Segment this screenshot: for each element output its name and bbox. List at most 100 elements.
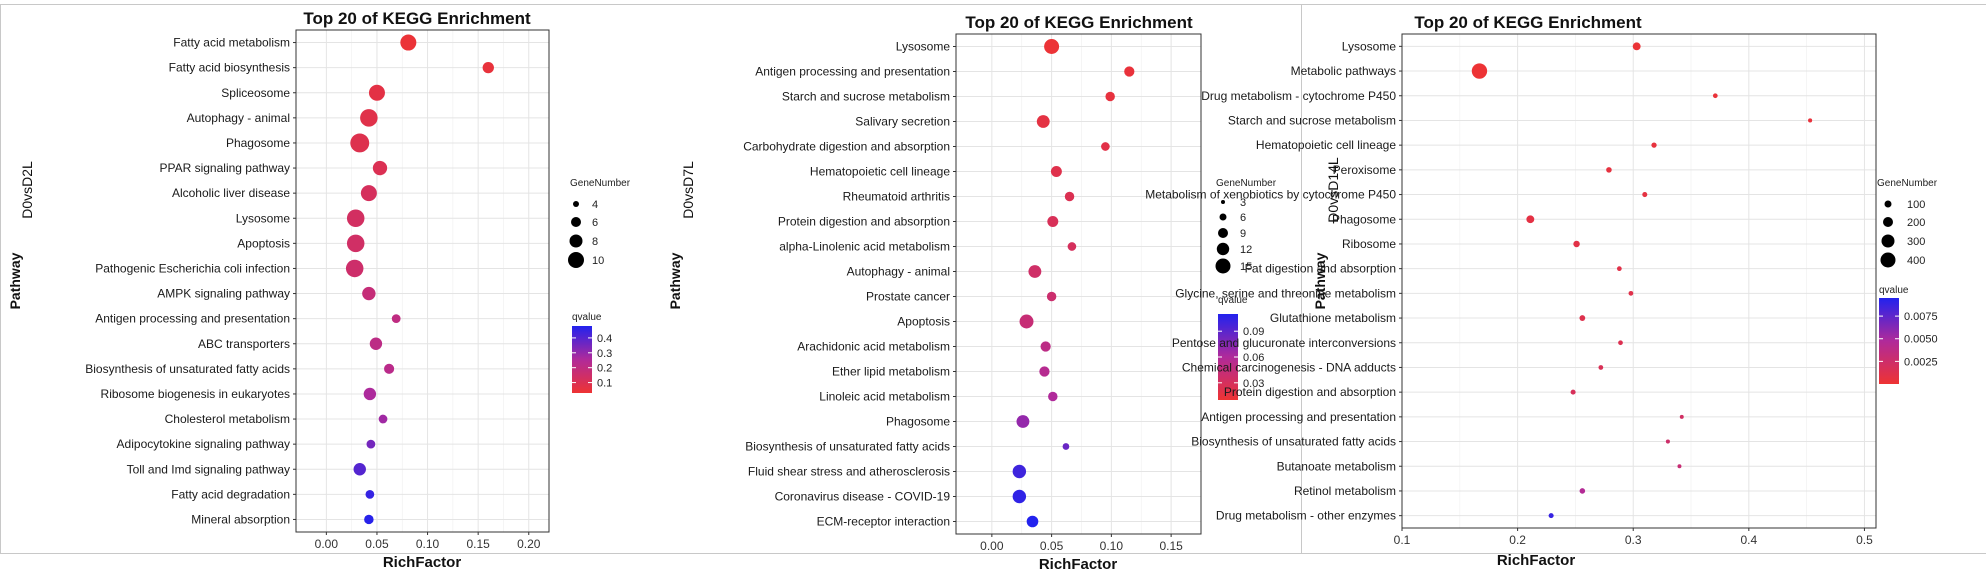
- data-point: [1618, 340, 1623, 346]
- x-tick-label: 0.5: [1856, 533, 1873, 547]
- x-tick-label: 0.05: [365, 537, 389, 551]
- size-legend-dot: [1881, 234, 1895, 248]
- pathway-label: Antigen processing and presentation: [95, 312, 290, 326]
- data-point: [1471, 63, 1488, 79]
- pathway-label: Butanoate metabolism: [1277, 459, 1396, 473]
- pathway-label: Protein digestion and absorption: [1224, 385, 1396, 399]
- chart-title: Top 20 of KEGG Enrichment: [303, 9, 531, 28]
- pathway-label: Lysosome: [896, 40, 951, 54]
- x-tick-label: 0.15: [1159, 539, 1183, 553]
- color-legend-label: 0.0075: [1904, 311, 1938, 323]
- size-legend-label: 9: [1240, 228, 1246, 240]
- data-point: [363, 387, 377, 401]
- size-legend-label: 300: [1907, 236, 1925, 248]
- pathway-label: Antigen processing and presentation: [755, 65, 950, 79]
- x-tick-label: 0.2: [1509, 533, 1526, 547]
- data-point: [1548, 513, 1554, 519]
- color-legend-label: 0.0050: [1904, 334, 1938, 346]
- pathway-label: Hematopoietic cell lineage: [1256, 138, 1396, 152]
- x-tick-label: 0.00: [315, 537, 339, 551]
- data-point: [400, 34, 417, 51]
- data-point: [1642, 192, 1648, 198]
- size-legend-label: 6: [1240, 212, 1246, 224]
- plot-background: [1402, 34, 1876, 528]
- data-point: [1616, 266, 1622, 272]
- color-legend-label: 0.2: [597, 363, 612, 375]
- pathway-label: Autophagy - animal: [847, 265, 950, 279]
- pathway-label: Chemical carcinogenesis - DNA adducts: [1182, 360, 1396, 374]
- pathway-label: Glutathione metabolism: [1270, 311, 1396, 325]
- data-point: [366, 439, 376, 449]
- color-legend-bar: [1879, 298, 1899, 384]
- kegg-panel-1: Fatty acid metabolism Fatty acid biosynth…: [7, 9, 631, 571]
- data-point: [1570, 389, 1576, 395]
- data-point: [1048, 391, 1058, 402]
- data-point: [1101, 142, 1110, 151]
- pathway-label: Fatty acid metabolism: [173, 36, 290, 50]
- data-point: [360, 109, 378, 127]
- kegg-panel-2: Lysosome Antigen processing and presentat…: [667, 13, 1277, 573]
- data-point: [1040, 341, 1051, 352]
- pathway-label: Biosynthesis of unsaturated fatty acids: [85, 362, 290, 376]
- data-point: [365, 489, 375, 499]
- size-legend-label: 6: [592, 217, 598, 229]
- data-point: [1573, 240, 1580, 248]
- data-point: [1026, 515, 1039, 528]
- x-tick-label: 0.10: [1100, 539, 1124, 553]
- pathway-label: ABC transporters: [198, 337, 290, 351]
- pathway-label: Apoptosis: [237, 236, 290, 250]
- data-point: [345, 259, 364, 278]
- pathway-label: Starch and sucrose metabolism: [1228, 113, 1396, 127]
- pathway-label: Alcoholic liver disease: [172, 186, 290, 200]
- size-legend-dot: [569, 234, 583, 248]
- color-legend-label: 0.0025: [1904, 356, 1938, 368]
- size-legend-dot: [1880, 252, 1896, 268]
- size-legend-dot: [573, 201, 579, 207]
- pathway-label: Retinol metabolism: [1294, 484, 1396, 498]
- data-point: [346, 209, 365, 228]
- size-legend-title: GeneNumber: [1877, 178, 1938, 189]
- pathway-label: Hematopoietic cell lineage: [810, 165, 950, 179]
- pathway-label: Carbohydrate digestion and absorption: [743, 140, 950, 154]
- pathway-label: Autophagy - animal: [187, 111, 290, 125]
- data-point: [364, 514, 374, 525]
- data-point: [1579, 315, 1586, 321]
- data-point: [1579, 488, 1586, 494]
- data-point: [1105, 91, 1115, 102]
- pathway-label: Protein digestion and absorption: [778, 215, 950, 229]
- data-point: [1632, 42, 1641, 51]
- data-point: [1606, 167, 1612, 173]
- y-axis-label: Pathway: [1312, 252, 1328, 309]
- data-point: [362, 286, 376, 301]
- pathway-label: Peroxisome: [1333, 163, 1397, 177]
- size-legend-title: GeneNumber: [570, 178, 631, 189]
- comparison-label: D0vsD14L: [1325, 157, 1341, 223]
- size-legend-dot: [1219, 213, 1227, 221]
- pathway-label: Biosynthesis of unsaturated fatty acids: [1191, 435, 1396, 449]
- data-point: [350, 133, 370, 153]
- x-tick-label: 0.20: [517, 537, 541, 551]
- plot-background: [956, 34, 1201, 534]
- data-point: [1628, 290, 1634, 296]
- size-legend-dot: [1883, 217, 1893, 227]
- size-legend-dot: [1218, 228, 1228, 238]
- y-axis-label: Pathway: [7, 252, 23, 309]
- data-point: [1062, 443, 1070, 450]
- comparison-label: D0vsD2L: [19, 161, 35, 219]
- pathway-label: Drug metabolism - other enzymes: [1216, 509, 1396, 523]
- pathway-label: Glycine, serine and threonine metabolism: [1175, 286, 1396, 300]
- pathway-label: Apoptosis: [897, 315, 950, 329]
- pathway-label: Prostate cancer: [866, 290, 950, 304]
- pathway-label: Fluid shear stress and atherosclerosis: [748, 465, 950, 479]
- size-legend-dot: [571, 217, 581, 227]
- data-point: [1064, 191, 1075, 202]
- color-legend-bar: [1218, 314, 1238, 400]
- data-point: [384, 363, 395, 374]
- plot-background: [296, 30, 549, 532]
- color-legend-bar: [572, 326, 592, 393]
- data-point: [1067, 242, 1077, 251]
- size-legend-label: 3: [1240, 197, 1246, 209]
- x-axis-label: RichFactor: [1497, 552, 1576, 569]
- pathway-label: Phagosome: [886, 415, 950, 429]
